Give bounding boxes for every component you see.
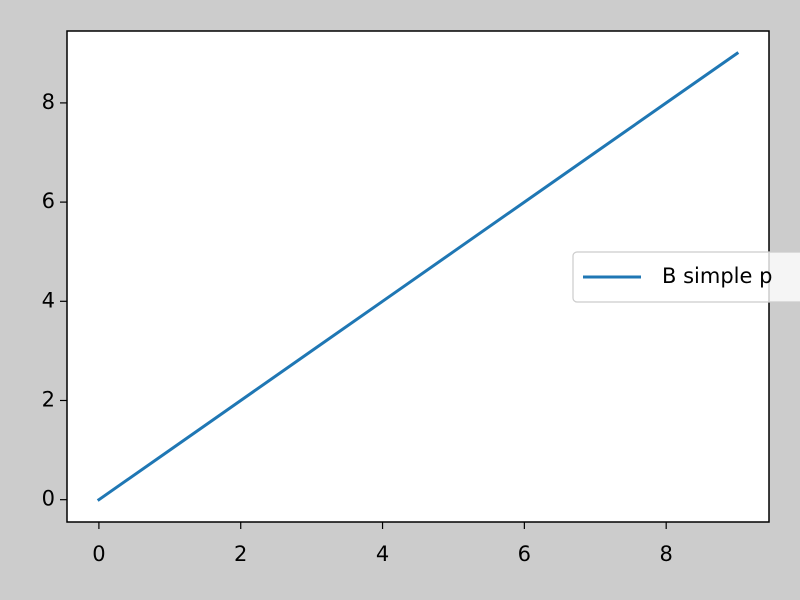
y-tick-label: 0 — [42, 487, 55, 511]
y-tick-label: 4 — [42, 288, 55, 312]
legend-box — [572, 251, 800, 303]
x-tick-label: 6 — [518, 542, 531, 566]
y-tick-label: 8 — [42, 90, 55, 114]
y-tick-label: 2 — [42, 387, 55, 411]
x-tick-label: 0 — [92, 542, 105, 566]
x-tick-label: 2 — [234, 542, 247, 566]
legend: B simple p — [572, 251, 800, 303]
x-tick-label: 8 — [659, 542, 672, 566]
legend-label: B simple p — [662, 264, 772, 288]
line — [96, 51, 740, 502]
y-tick-label: 6 — [42, 189, 55, 213]
x-tick-label: 4 — [376, 542, 389, 566]
